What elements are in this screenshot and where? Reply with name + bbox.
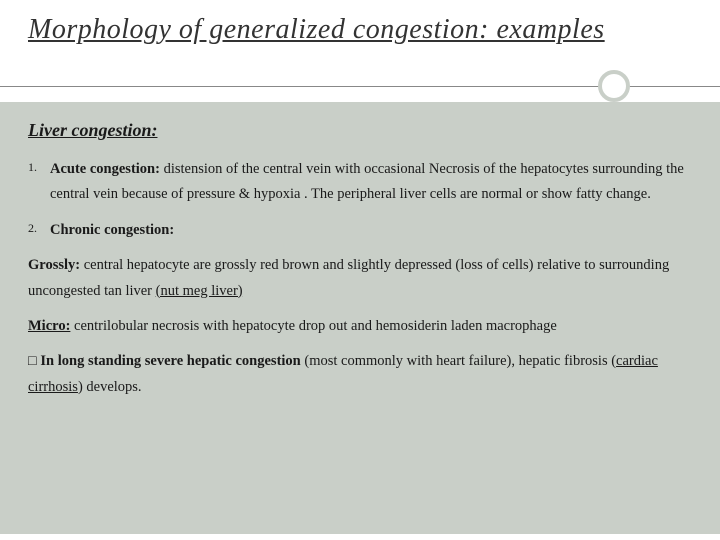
divider-circle-icon [598,70,630,102]
item-label: Acute congestion: [50,161,160,177]
paragraph-grossly: Grossly: central hepatocyte are grossly … [28,253,692,304]
list-number: 1. [28,157,37,178]
para-tail: ) develops. [78,379,142,395]
para-bold: In long standing severe hepatic congesti… [40,353,300,369]
title-area: Morphology of generalized congestion: ex… [0,0,720,46]
para-text: centrilobular necrosis with hepatocyte d… [70,318,556,334]
bullet-square-icon: □ [28,353,37,369]
para-label: Micro: [28,318,70,334]
slide-title: Morphology of generalized congestion: ex… [28,14,692,46]
paragraph-micro: Micro: centrilobular necrosis with hepat… [28,314,692,339]
list-item-1: 1. Acute congestion: distension of the c… [28,157,692,208]
content-area: Liver congestion: 1. Acute congestion: d… [0,102,720,534]
para-underline: (nut meg liver) [156,283,243,299]
paragraph-note: □ In long standing severe hepatic conges… [28,349,692,400]
item-label: Chronic congestion: [50,222,174,238]
divider [0,70,720,102]
para-text: (most commonly with heart failure), hepa… [301,353,616,369]
para-label: Grossly: [28,257,80,273]
list-item-2: 2. Chronic congestion: [28,218,692,243]
slide: Morphology of generalized congestion: ex… [0,0,720,540]
para-text: central hepatocyte are grossly red brown… [28,257,669,298]
list-number: 2. [28,218,37,239]
section-subtitle: Liver congestion: [28,120,692,141]
